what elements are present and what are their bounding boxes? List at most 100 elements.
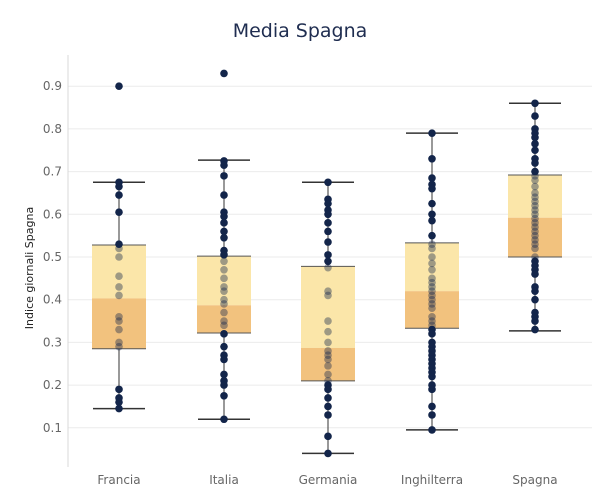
box-lower-quartile	[92, 298, 146, 349]
data-point	[324, 411, 332, 419]
data-point	[220, 300, 228, 308]
data-point	[531, 172, 539, 180]
data-point	[324, 291, 332, 300]
data-point	[324, 449, 332, 458]
data-point	[324, 385, 332, 394]
data-point	[428, 199, 436, 208]
data-point	[220, 287, 228, 295]
data-point	[428, 231, 436, 240]
data-point	[428, 244, 436, 253]
data-point	[115, 182, 123, 191]
data-point	[324, 257, 332, 266]
data-point	[115, 342, 123, 351]
data-point	[428, 259, 436, 268]
box-layer	[92, 102, 562, 455]
data-point	[115, 272, 123, 281]
y-tick-label: 0.5	[43, 250, 62, 264]
x-tick-label: Italia	[209, 473, 239, 487]
data-point	[531, 236, 539, 244]
data-point	[531, 146, 539, 155]
data-point	[428, 278, 436, 287]
box-upper-quartile	[405, 242, 459, 292]
x-tick-label: Germania	[299, 473, 358, 487]
box-italia	[197, 159, 251, 421]
y-tick-label: 0.6	[43, 207, 62, 221]
box-germania	[301, 181, 355, 455]
data-point	[428, 426, 436, 434]
data-point	[531, 189, 539, 197]
data-point	[220, 355, 228, 364]
data-point	[220, 342, 228, 351]
data-point	[531, 210, 539, 219]
data-point	[324, 402, 332, 411]
data-point	[531, 182, 539, 191]
data-point	[531, 140, 539, 148]
data-point	[220, 321, 228, 330]
data-point	[531, 325, 539, 334]
data-point	[428, 317, 436, 325]
data-point	[220, 233, 228, 242]
data-point	[428, 274, 436, 283]
data-point	[115, 312, 123, 321]
data-point	[324, 355, 332, 364]
data-point	[220, 266, 228, 274]
data-point	[220, 308, 228, 317]
data-point	[324, 327, 332, 336]
data-point	[220, 257, 228, 266]
data-point	[324, 238, 332, 246]
y-tick-label: 0.7	[43, 165, 62, 179]
data-point	[220, 219, 228, 227]
data-point	[220, 172, 228, 180]
data-point	[324, 394, 332, 402]
data-point	[220, 274, 228, 283]
data-point	[220, 391, 228, 400]
data-point	[428, 174, 436, 182]
box-lower-quartile	[405, 291, 459, 329]
data-point	[324, 351, 332, 360]
data-point	[220, 283, 228, 291]
data-point	[428, 216, 436, 225]
data-point	[324, 287, 332, 295]
box-spagna	[508, 102, 562, 332]
data-point	[531, 159, 539, 167]
data-point	[220, 370, 228, 379]
data-point	[531, 240, 539, 248]
box-lower-quartile	[301, 347, 355, 381]
data-point	[220, 212, 228, 221]
data-point	[428, 385, 436, 394]
data-point	[531, 167, 539, 176]
data-point	[428, 291, 436, 300]
data-point	[428, 312, 436, 321]
y-tick-label: 0.1	[43, 421, 62, 435]
data-point	[531, 201, 539, 210]
data-point	[428, 304, 436, 313]
data-point	[324, 210, 332, 219]
data-point	[428, 295, 436, 304]
data-point	[324, 251, 332, 259]
data-point	[115, 283, 123, 291]
data-point	[115, 208, 123, 216]
data-point	[531, 223, 539, 231]
data-point	[324, 263, 332, 272]
box-francia	[92, 181, 146, 410]
box-upper-quartile	[92, 245, 146, 299]
data-point	[220, 330, 228, 338]
data-point	[531, 197, 539, 206]
data-point	[115, 291, 123, 300]
x-tick-label: Francia	[97, 473, 140, 487]
data-point	[531, 270, 539, 278]
data-point	[220, 251, 228, 259]
data-point	[115, 398, 123, 406]
box-upper-quartile	[301, 266, 355, 348]
data-point	[531, 99, 539, 108]
data-point	[115, 244, 123, 253]
data-point	[115, 325, 123, 334]
box-lower-quartile	[197, 305, 251, 334]
data-point	[531, 295, 539, 304]
y-tick-label: 0.8	[43, 122, 62, 136]
data-point	[115, 317, 123, 325]
y-tick-label: 0.3	[43, 335, 62, 349]
data-point	[220, 227, 228, 236]
data-point	[324, 370, 332, 379]
y-tick-label: 0.9	[43, 79, 62, 93]
